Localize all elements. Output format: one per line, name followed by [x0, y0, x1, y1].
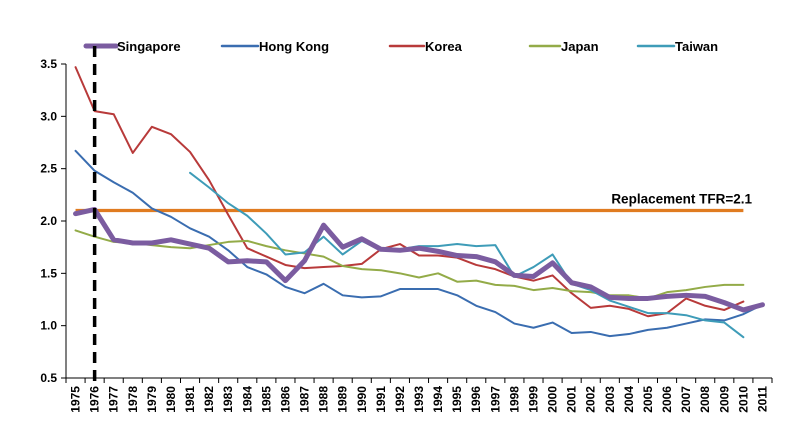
series-group	[73, 66, 765, 339]
x-tick-label: 2010	[736, 386, 750, 413]
x-tick-label: 1989	[336, 386, 350, 413]
x-tick-label: 2011	[755, 386, 769, 412]
x-tick-label: 1977	[107, 386, 121, 413]
y-tick-label: 2.0	[40, 214, 57, 228]
x-tick-label: 2005	[641, 386, 655, 413]
x-tick-label: 1999	[526, 386, 540, 413]
x-tick-label: 1996	[469, 386, 483, 413]
singapore-series-line	[73, 206, 765, 313]
legend-label-taiwan: Taiwan	[675, 39, 718, 54]
x-tick-label: 1985	[259, 386, 273, 413]
x-tick-label: 2006	[660, 386, 674, 413]
x-tick-label: 1997	[488, 386, 502, 413]
x-tick-label: 1975	[69, 386, 83, 413]
y-tick-label: 1.5	[40, 266, 57, 280]
y-tick-label: 3.0	[40, 109, 57, 123]
x-tick-label: 1994	[431, 386, 445, 413]
y-tick-label: 0.5	[40, 371, 57, 385]
x-tick-label: 2001	[565, 386, 579, 413]
replacement-tfr-label: Replacement TFR=2.1	[611, 192, 752, 207]
x-tick-label: 1991	[374, 386, 388, 413]
legend-label-korea: Korea	[425, 39, 463, 54]
x-axis: 1975 1976 1977 1978 1979 1980 1981 1982 1983 1984…	[65, 377, 773, 413]
y-tick-label: 3.5	[40, 57, 57, 71]
x-tick-label: 1988	[317, 386, 331, 413]
x-tick-label: 1979	[145, 386, 159, 413]
y-axis: 0.5 1.0 1.5 2.0 2.5 3.0 3.5	[40, 57, 67, 385]
x-tick-label: 2002	[584, 386, 598, 413]
x-tick-label: 1984	[240, 386, 254, 413]
legend-label-singapore: Singapore	[117, 39, 181, 54]
x-tick-label: 1976	[88, 386, 102, 413]
x-tick-label: 1998	[507, 386, 521, 413]
legend-label-hong-kong: Hong Kong	[259, 39, 329, 54]
y-tick-label: 1.0	[40, 319, 57, 333]
y-tick-label: 2.5	[40, 162, 57, 176]
legend: Singapore Hong Kong Korea Japan Taiwan	[83, 39, 718, 54]
x-tick-label: 1995	[450, 386, 464, 413]
x-tick-label: 1982	[202, 386, 216, 413]
x-tick-label: 1983	[221, 386, 235, 413]
x-tick-label: 1981	[183, 386, 197, 413]
replacement-line-group: Replacement TFR=2.1	[75, 192, 752, 213]
x-tick-label: 2009	[717, 386, 731, 413]
x-tick-label: 1980	[164, 386, 178, 413]
x-tick-label: 2007	[679, 386, 693, 413]
legend-label-japan: Japan	[561, 39, 599, 54]
x-tick-label: 2004	[622, 386, 636, 413]
x-tick-label: 2003	[603, 386, 617, 413]
x-tick-label: 2000	[546, 386, 560, 413]
japan-series-line	[74, 229, 745, 300]
x-tick-label: 2008	[698, 386, 712, 413]
taiwan-series-line	[189, 171, 745, 339]
x-tick-label: 1992	[393, 386, 407, 413]
hong-kong-series-line	[74, 149, 764, 338]
x-tick-label: 1978	[126, 386, 140, 413]
x-tick-label: 1993	[412, 386, 426, 413]
x-tick-label: 1990	[355, 386, 369, 413]
x-tick-label: 1986	[278, 386, 292, 413]
x-tick-label: 1987	[298, 386, 312, 413]
